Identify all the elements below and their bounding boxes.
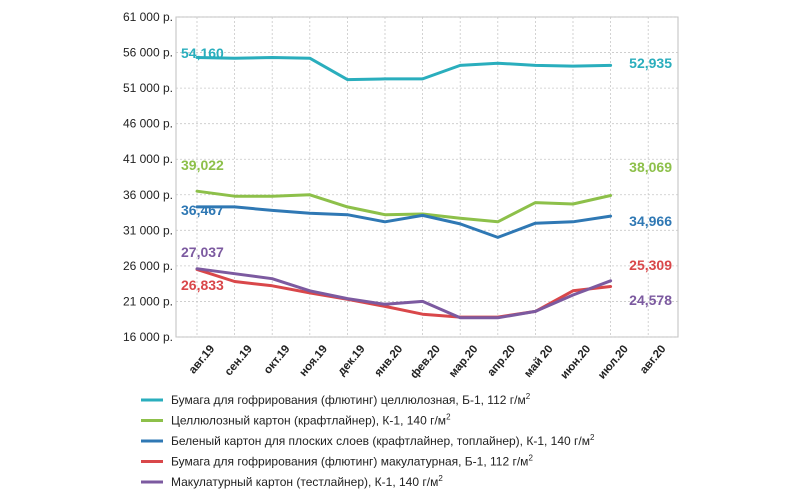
x-tick-label: сен.19 xyxy=(223,343,255,378)
series-line-5 xyxy=(195,267,613,320)
y-tick-label: 41 000 р. xyxy=(123,152,173,166)
gridlines xyxy=(176,16,678,338)
x-tick-label: апр.20 xyxy=(486,343,519,379)
y-tick-label: 31 000 р. xyxy=(123,223,173,237)
x-tick-label: авг.19 xyxy=(187,343,217,376)
legend-label: Бумага для гофрирования (флютинг) целлюл… xyxy=(171,392,531,407)
data-label-end: 38,069 xyxy=(629,159,672,175)
y-tick-label: 26 000 р. xyxy=(123,259,173,273)
data-label-end: 52,935 xyxy=(629,55,672,71)
series-line-2 xyxy=(195,189,613,224)
legend-label: Бумага для гофрирования (флютинг) макула… xyxy=(171,454,533,469)
x-axis-ticks: авг.19 сен.19 окт.19 ноя.19 дек.19 янв.20 фев.… xyxy=(187,343,669,381)
y-tick-label: 46 000 р. xyxy=(123,117,173,131)
x-tick-label: май 20 xyxy=(522,343,555,380)
y-tick-label: 16 000 р. xyxy=(123,330,173,344)
legend-label: Беленый картон для плоских слоев (крафтл… xyxy=(171,433,595,448)
y-tick-label: 21 000 р. xyxy=(123,294,173,308)
x-tick-label: мар.20 xyxy=(447,343,480,380)
series-line-3 xyxy=(195,205,613,239)
y-tick-label: 36 000 р. xyxy=(123,188,173,202)
x-tick-label: ноя.19 xyxy=(297,343,330,379)
data-label-end: 25,309 xyxy=(629,257,672,273)
data-label-start: 27,037 xyxy=(181,244,224,260)
y-axis-ticks: 16 000 р. 21 000 р. 26 000 р. 31 000 р. 36 0… xyxy=(123,10,173,344)
legend-label: Целлюлозный картон (крафтлайнер), К-1, 1… xyxy=(171,413,451,428)
y-tick-label: 61 000 р. xyxy=(123,10,173,24)
data-label-end: 34,966 xyxy=(629,213,672,229)
x-tick-label: дек.19 xyxy=(336,343,368,378)
x-tick-label: фев.20 xyxy=(408,343,443,381)
series-line-1 xyxy=(195,56,613,82)
data-label-start: 26,833 xyxy=(181,277,224,293)
data-label-end: 24,578 xyxy=(629,292,672,308)
x-tick-label: янв.20 xyxy=(373,343,406,379)
series-lines xyxy=(195,56,613,320)
x-tick-label: окт.19 xyxy=(262,343,293,376)
legend-label: Макулатурный картон (тестлайнер), К-1, 1… xyxy=(171,474,443,489)
data-label-start: 39,022 xyxy=(181,157,224,173)
data-label-start: 36,467 xyxy=(181,202,224,218)
data-labels: 54,160 52,935 39,022 38,069 36,467 34,966 26,8… xyxy=(181,45,672,308)
x-tick-label: июл.20 xyxy=(596,343,631,381)
legend: Бумага для гофрирования (флютинг) целлюл… xyxy=(141,392,595,489)
y-tick-label: 51 000 р. xyxy=(123,81,173,95)
y-tick-label: 56 000 р. xyxy=(123,46,173,60)
x-tick-label: июн.20 xyxy=(559,343,594,381)
x-tick-label: авг.20 xyxy=(638,343,668,376)
data-label-start: 54,160 xyxy=(181,45,224,61)
